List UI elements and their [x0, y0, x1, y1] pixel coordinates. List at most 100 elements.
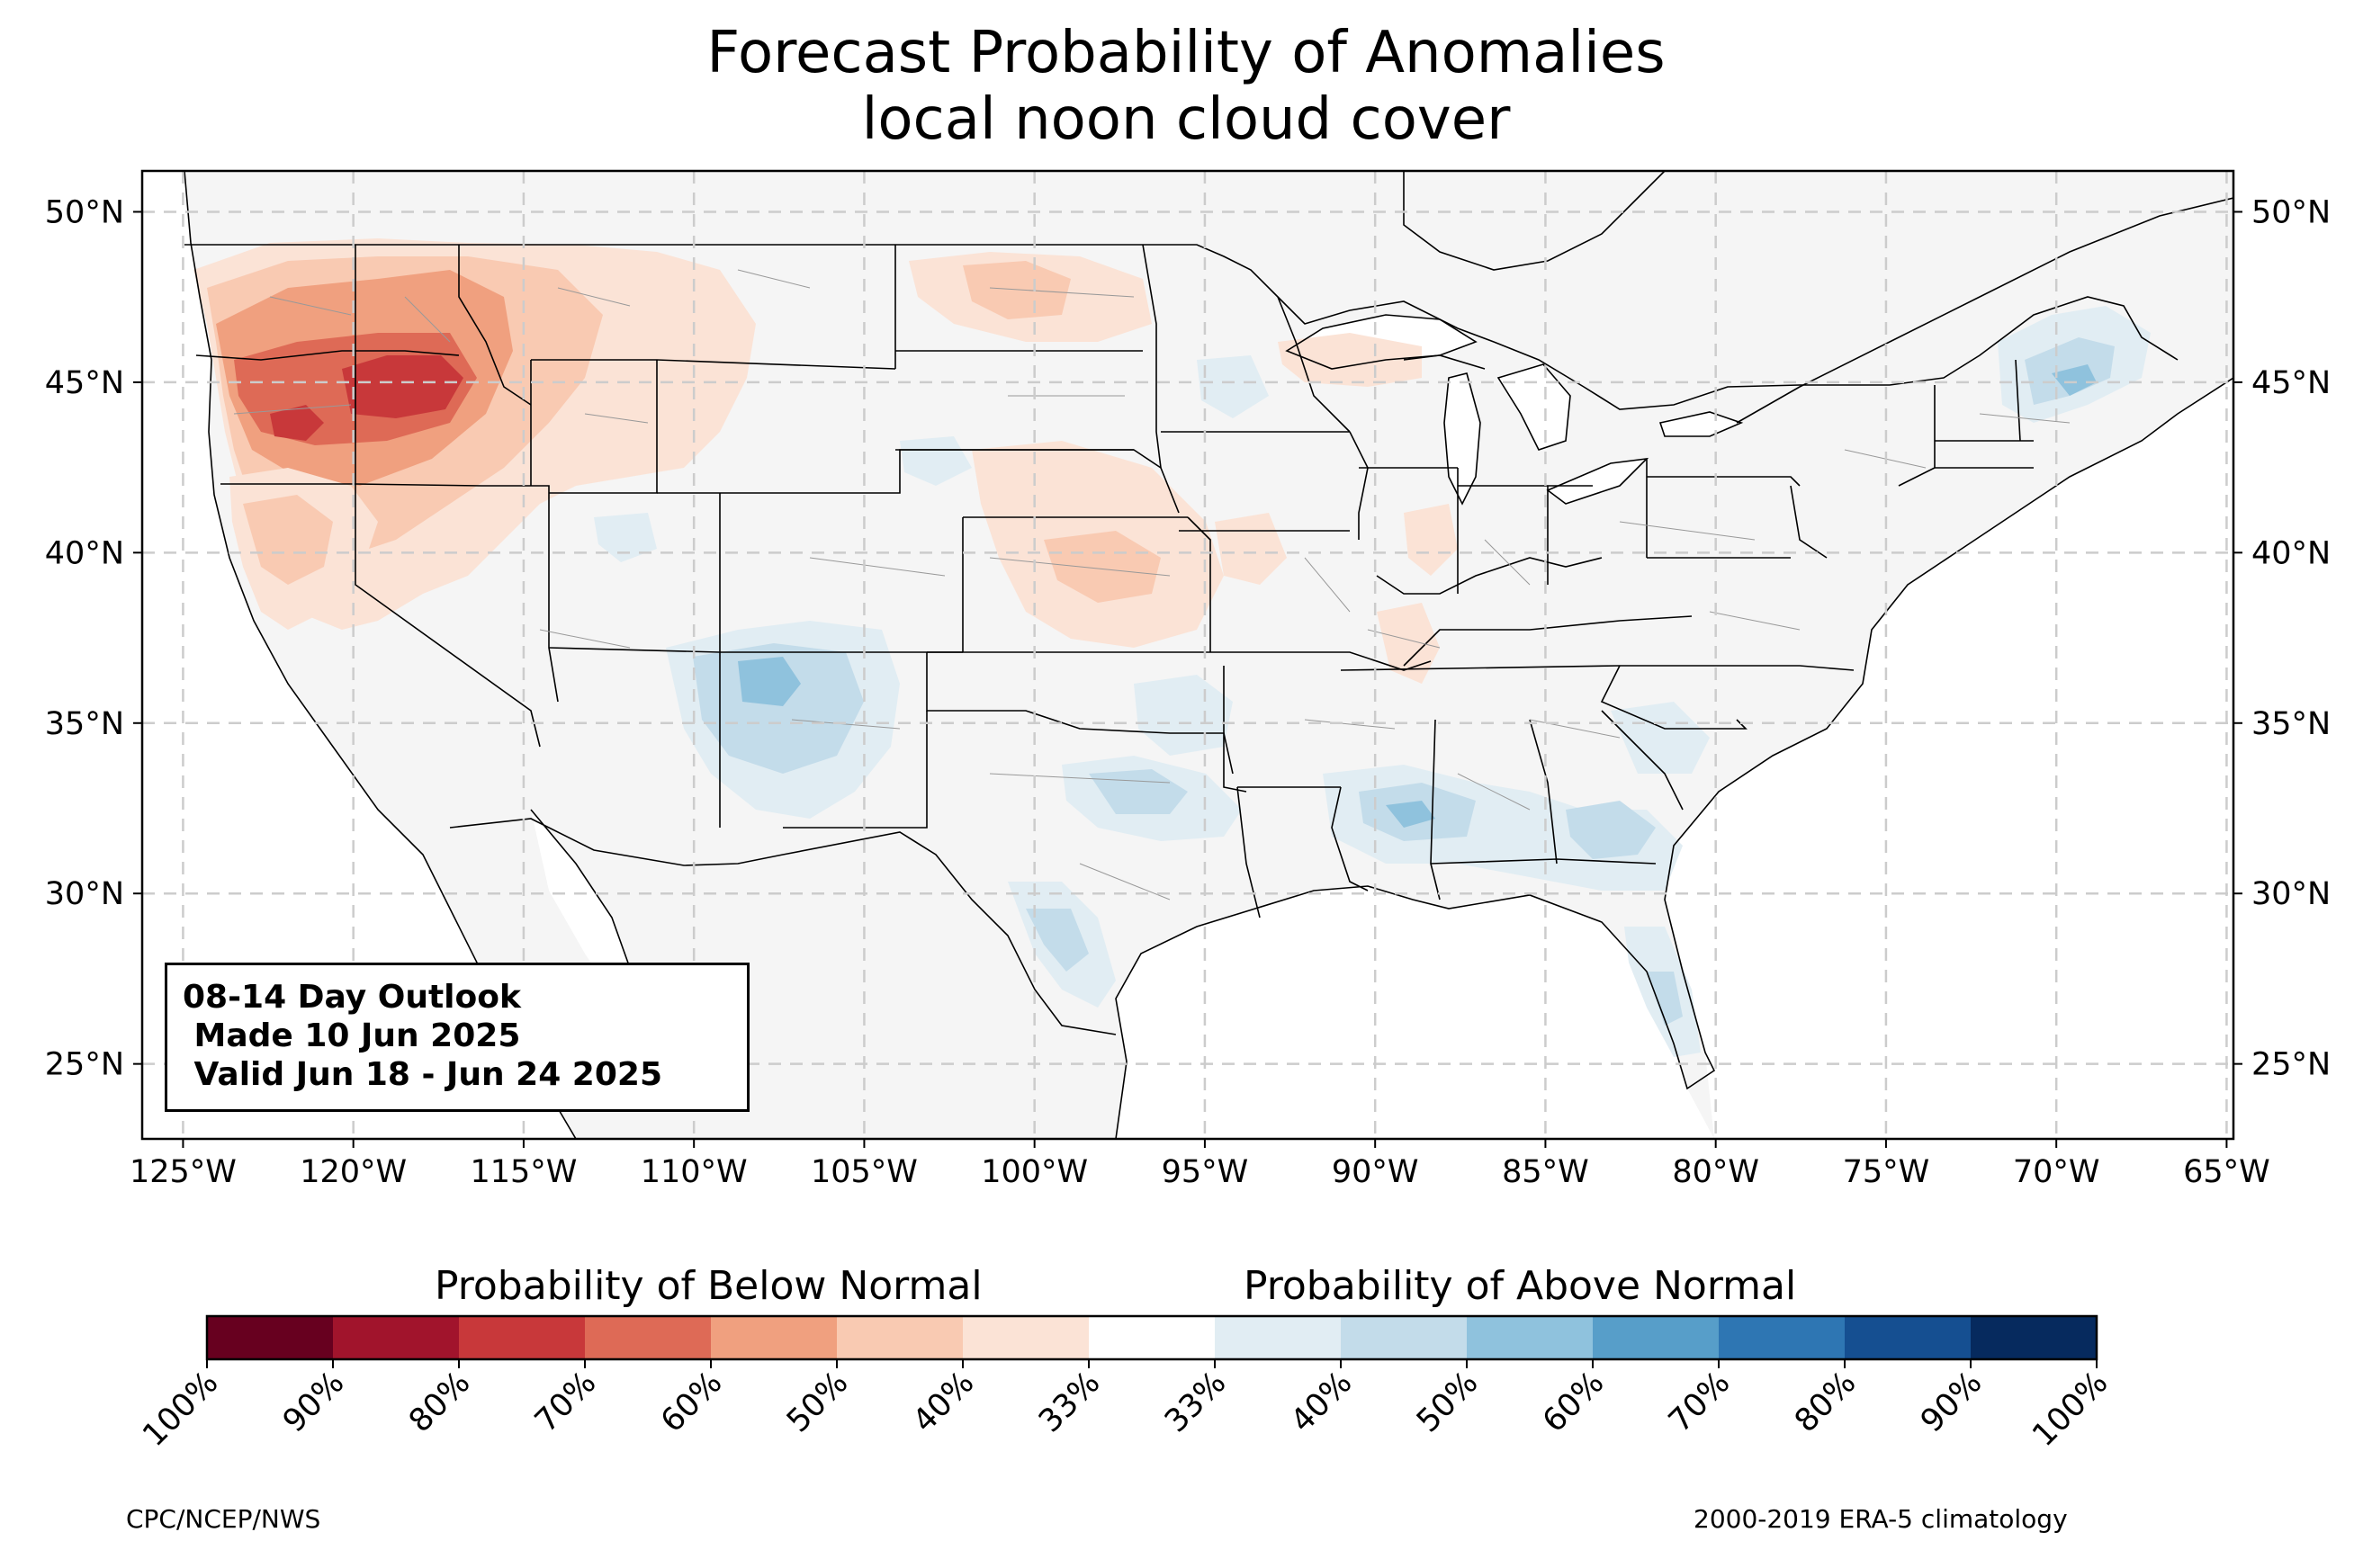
map-content: [142, 171, 2233, 1139]
colorbar-segment: [1719, 1316, 1846, 1359]
colorbar-tick-label: 50%: [1410, 1365, 1485, 1439]
lat-tick-label-right: 35°N: [2251, 706, 2331, 742]
below-70-80-oregon-west: [270, 405, 324, 441]
border-nc-sc-ga: [1600, 665, 1748, 730]
colorbar-tick-label: 100%: [2026, 1365, 2115, 1454]
lat-tick-label-left: 30°N: [45, 876, 124, 912]
above-33-40-nebraska-sd: [900, 436, 972, 486]
colorbar-segment: [1593, 1316, 1720, 1359]
below-40-50-kansas: [1044, 531, 1161, 603]
above-33-40-carolinas: [1611, 702, 1710, 774]
colorbar-segment: [459, 1316, 586, 1359]
lat-tick-label-left: 25°N: [45, 1047, 124, 1083]
map-frame: [140, 169, 2235, 1141]
below-40-50-northern-california: [243, 495, 333, 585]
colorbar-tick-label: 100%: [136, 1365, 225, 1454]
great-lakes-outline: [1285, 314, 1744, 506]
colorbar-above-label: Probability of Above Normal: [1244, 1263, 1797, 1309]
border-ia-il-wi: [1349, 431, 1369, 540]
lon-tick-label: 95°W: [1162, 1154, 1249, 1190]
border-pa-ny: [1647, 476, 1801, 487]
border-ks-mo: [1187, 516, 1211, 652]
colorbar-tick-label: 33%: [1032, 1365, 1107, 1439]
colorbar-segment: [1467, 1316, 1594, 1359]
pacific-coast: [184, 171, 577, 1139]
border-al-ga: [1529, 719, 1558, 865]
lat-tick-label-right: 40°N: [2251, 535, 2331, 571]
border-va-nc: [1620, 665, 1855, 671]
below-33-40-montana: [576, 252, 747, 423]
colorbar-segment: [1341, 1316, 1468, 1359]
above-50-60-four-corners: [738, 657, 801, 706]
border-la-ms: [1331, 786, 1369, 892]
colorbar-segment: [1089, 1316, 1216, 1359]
lon-tick-label: 105°W: [811, 1154, 918, 1190]
title-line-1: Forecast Probability of Anomalies: [706, 20, 1666, 86]
border-id-mt: [458, 245, 532, 406]
lake-ontario: [1660, 412, 1741, 436]
border-al-fl-ga: [1430, 858, 1657, 865]
lon-tick-label: 90°W: [1332, 1154, 1419, 1190]
lon-tick-label: 115°W: [470, 1154, 577, 1190]
gulf-coast: [1115, 377, 2233, 1139]
above-40-50-gulf-coast: [1089, 769, 1188, 814]
above-33-40-iowa-minn: [1197, 355, 1269, 418]
above-50-60-maine: [2052, 364, 2097, 396]
colorbar-segment: [1215, 1316, 1342, 1359]
above-33-40-oklahoma-texas: [1134, 675, 1233, 756]
border-tn-south: [1340, 665, 1621, 671]
border-wa-or: [195, 350, 460, 361]
above-40-50-four-corners: [693, 643, 864, 774]
title-line-2: local noon cloud cover: [861, 86, 1511, 153]
above-40-50-florida: [1647, 972, 1683, 1026]
lon-tick-label: 120°W: [300, 1154, 407, 1190]
lat-tick-label-right: 50°N: [2251, 194, 2331, 230]
border-sd-ne: [895, 449, 1180, 514]
colorbar-tick-label: 70%: [528, 1365, 603, 1439]
lon-tick-label: 70°W: [2013, 1154, 2100, 1190]
border-tn-ky: [1403, 615, 1693, 667]
lat-tick-label-right: 45°N: [2251, 365, 2331, 401]
lat-tick-label-right: 25°N: [2251, 1047, 2331, 1083]
border-nd-mn: [1142, 244, 1162, 469]
canada-us-border: [184, 244, 2179, 410]
border-nh-me: [2015, 359, 2021, 442]
colorbar-segment: [207, 1316, 334, 1359]
lake-huron: [1498, 364, 1570, 450]
state-boundaries: [184, 244, 2179, 1035]
footer-source: CPC/NCEP/NWS: [126, 1504, 321, 1534]
lat-tick-label-left: 45°N: [45, 365, 124, 401]
colorbar: 100% 90% 80% 70% 60% 50% 40% 33% 33% 40% 50% 60% 70%…: [136, 1314, 2115, 1454]
border-nv-ut: [481, 485, 559, 703]
colorbar-tick-label: 90%: [276, 1365, 351, 1439]
colorbar-tick-label: 80%: [1788, 1365, 1863, 1439]
colorbar-segment: [837, 1316, 964, 1359]
colorbar-segment: [711, 1316, 838, 1359]
colorbar-segment: [1971, 1316, 2098, 1359]
below-33-40-wisconsin: [1278, 333, 1422, 387]
lat-tick-label-left: 35°N: [45, 706, 124, 742]
hudson-bay-coast: [1403, 171, 1666, 271]
colorbar-segment: [963, 1316, 1090, 1359]
mexico-us-border: [449, 818, 1117, 1035]
border-ca-nv: [355, 486, 541, 748]
border-ar-ok-tx: [1223, 666, 1247, 793]
border-la-tx: [1236, 786, 1261, 918]
gulf-of-mexico: [1116, 886, 1714, 1139]
border-ky-oh-in-il: [1376, 557, 1603, 595]
lat-tick-label-left: 40°N: [45, 535, 124, 571]
colorbar-segment: [1845, 1316, 1972, 1359]
outlook-line-2: Made 10 Jun 2025: [183, 1017, 521, 1054]
colorbar-segment: [333, 1316, 460, 1359]
lon-tick-label: 65°W: [2183, 1154, 2270, 1190]
below-70-80-oregon-east: [342, 355, 463, 418]
st-lawrence-coast: [1736, 197, 2233, 424]
above-40-50-georgia: [1566, 801, 1656, 859]
border-tx-nm: [783, 711, 928, 829]
outlook-line-1: 08-14 Day Outlook: [183, 979, 521, 1016]
lon-tick-label: 125°W: [130, 1154, 237, 1190]
above-normal-anomalies: [594, 306, 2151, 1057]
colorbar-tick-label: 33%: [1158, 1365, 1233, 1439]
above-33-40-colorado: [594, 513, 657, 562]
